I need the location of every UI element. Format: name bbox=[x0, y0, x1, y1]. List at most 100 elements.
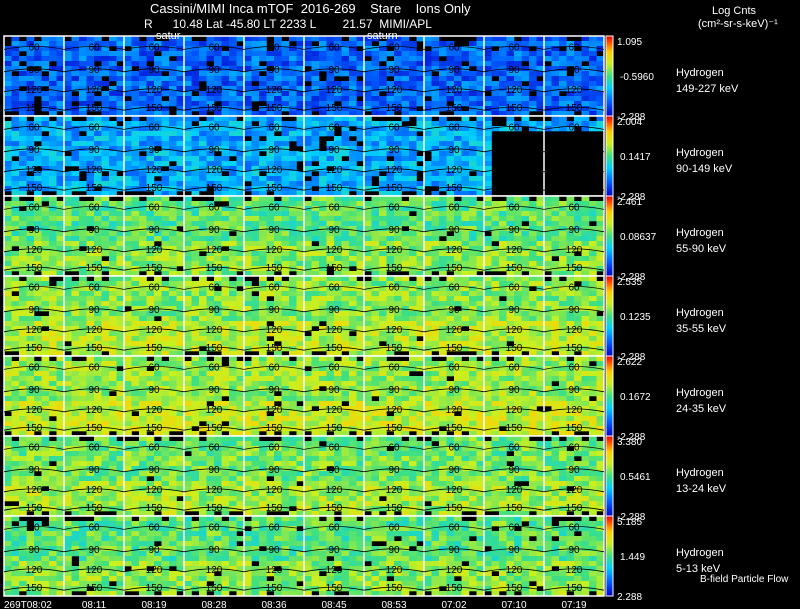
pitch-angle-label: 60 bbox=[448, 282, 460, 293]
pitch-angle-label: 120 bbox=[566, 165, 583, 176]
pitch-angle-contour bbox=[243, 366, 305, 370]
pitch-angle-contour bbox=[123, 388, 185, 393]
pitch-angle-label: 90 bbox=[208, 145, 220, 156]
pitch-angle-label: 90 bbox=[88, 545, 100, 556]
pitch-angle-label: 150 bbox=[266, 263, 283, 274]
pitch-angle-contour bbox=[63, 526, 125, 530]
pitch-angle-contour bbox=[63, 106, 125, 111]
pitch-angle-contour bbox=[183, 586, 245, 591]
pitch-angle-label: 150 bbox=[446, 503, 463, 514]
pitch-angle-label: 90 bbox=[208, 65, 220, 76]
pitch-angle-label: 90 bbox=[508, 65, 520, 76]
pitch-angle-label: 120 bbox=[26, 485, 43, 496]
pitch-angle-label: 90 bbox=[208, 305, 220, 316]
pitch-angle-contour bbox=[483, 266, 545, 271]
pitch-angle-contour bbox=[483, 346, 545, 351]
pitch-angle-label: 60 bbox=[388, 522, 400, 533]
pitch-angle-label: 60 bbox=[268, 202, 280, 213]
pitch-angle-contour bbox=[303, 228, 365, 233]
pitch-angle-contour bbox=[63, 426, 125, 431]
pitch-angle-contour bbox=[3, 266, 65, 271]
pitch-angle-label: 90 bbox=[388, 545, 400, 556]
pitch-angle-label: 150 bbox=[206, 103, 223, 114]
pitch-angle-label: 60 bbox=[448, 122, 460, 133]
pitch-angle-contour bbox=[423, 568, 485, 573]
pitch-angle-label: 120 bbox=[206, 405, 223, 416]
pitch-angle-contour bbox=[243, 266, 305, 271]
pitch-angle-contour bbox=[243, 88, 305, 93]
pitch-angle-contour bbox=[243, 286, 305, 290]
pitch-angle-contour bbox=[423, 308, 485, 313]
pitch-angle-contour bbox=[303, 68, 365, 73]
pitch-angle-contour bbox=[63, 308, 125, 313]
colorbar-min-label: -2.288 bbox=[617, 192, 646, 203]
pitch-angle-label: 150 bbox=[266, 503, 283, 514]
pitch-angle-label: 90 bbox=[388, 145, 400, 156]
pitch-angle-contour bbox=[183, 568, 245, 573]
pitch-angle-label: 60 bbox=[388, 42, 400, 53]
pitch-angle-contour bbox=[123, 148, 185, 153]
pitch-angle-contour bbox=[3, 408, 65, 413]
pitch-angle-contour bbox=[123, 168, 185, 173]
pitch-angle-contour bbox=[183, 206, 245, 210]
pitch-angle-label: 60 bbox=[568, 42, 580, 53]
pitch-angle-label: 120 bbox=[386, 405, 403, 416]
pitch-angle-contour bbox=[423, 366, 485, 370]
pitch-angle-label: 120 bbox=[26, 565, 43, 576]
pitch-angle-label: 60 bbox=[448, 202, 460, 213]
pitch-angle-contour bbox=[543, 586, 605, 591]
pitch-angle-label: 60 bbox=[148, 442, 160, 453]
pitch-angle-label: 120 bbox=[446, 325, 463, 336]
pitch-angle-label: 60 bbox=[508, 522, 520, 533]
time-tick-label: 08:36 bbox=[261, 600, 286, 609]
colorbar-mid-label: 0.1417 bbox=[620, 152, 651, 163]
pitch-angle-label: 120 bbox=[86, 485, 103, 496]
pitch-angle-contour bbox=[423, 88, 485, 93]
colorbar-mid-label: 0.1672 bbox=[620, 392, 651, 403]
species-label: Hydrogen bbox=[676, 547, 724, 559]
energy-range-label: 35-55 keV bbox=[676, 323, 727, 335]
pitch-angle-contour bbox=[183, 408, 245, 413]
pitch-angle-label: 120 bbox=[86, 405, 103, 416]
pitch-angle-label: 60 bbox=[148, 282, 160, 293]
pitch-angle-contour bbox=[63, 228, 125, 233]
pitch-angle-contour bbox=[63, 266, 125, 271]
pitch-angle-label: 90 bbox=[508, 385, 520, 396]
pitch-angle-label: 90 bbox=[568, 225, 580, 236]
pitch-angle-contour bbox=[123, 126, 185, 130]
pitch-angle-label: 60 bbox=[268, 282, 280, 293]
pitch-angle-contour bbox=[363, 366, 425, 370]
pitch-angle-contour bbox=[3, 248, 65, 253]
pitch-angle-label: 150 bbox=[86, 183, 103, 194]
pitch-angle-contour bbox=[543, 248, 605, 253]
pitch-angle-contour bbox=[543, 228, 605, 233]
pitch-angle-label: 60 bbox=[268, 442, 280, 453]
pitch-angle-contour bbox=[3, 346, 65, 351]
time-tick-label: 07:10 bbox=[501, 600, 526, 609]
pitch-angle-contour bbox=[303, 388, 365, 393]
pitch-angle-label: 120 bbox=[326, 485, 343, 496]
pitch-angle-contour bbox=[543, 148, 605, 153]
pitch-angle-label: 90 bbox=[208, 465, 220, 476]
pitch-angle-label: 150 bbox=[446, 343, 463, 354]
target-label: satur bbox=[156, 30, 181, 42]
pitch-angle-contour bbox=[243, 328, 305, 333]
colorbar-units-line2: (cm²-sr-s-keV)⁻¹ bbox=[698, 18, 778, 30]
pitch-angle-label: 90 bbox=[268, 305, 280, 316]
pitch-angle-contour bbox=[123, 586, 185, 591]
pitch-angle-label: 120 bbox=[566, 245, 583, 256]
pitch-angle-label: 120 bbox=[566, 405, 583, 416]
pitch-angle-label: 150 bbox=[266, 343, 283, 354]
pitch-angle-label: 90 bbox=[28, 145, 40, 156]
pitch-angle-label: 120 bbox=[326, 405, 343, 416]
bfield-flow-label: B-field Particle Flow bbox=[700, 574, 789, 585]
pitch-angle-contour bbox=[3, 168, 65, 173]
pitch-angle-label: 120 bbox=[206, 325, 223, 336]
pitch-angle-contour bbox=[183, 186, 245, 191]
pitch-angle-label: 120 bbox=[266, 485, 283, 496]
pitch-angle-contour bbox=[3, 388, 65, 393]
pitch-angle-contour bbox=[423, 506, 485, 511]
pitch-angle-label: 60 bbox=[328, 202, 340, 213]
pitch-angle-contour bbox=[423, 586, 485, 591]
